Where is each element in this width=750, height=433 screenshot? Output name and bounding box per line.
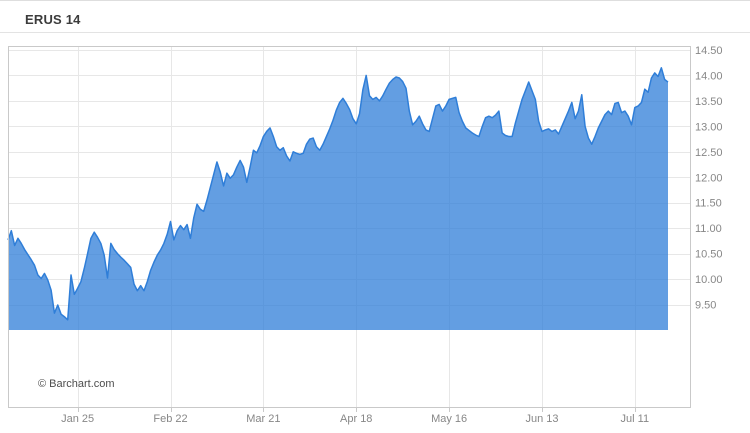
x-axis-label: Mar 21 bbox=[246, 413, 280, 425]
y-axis-label: 11.00 bbox=[695, 223, 722, 235]
price-line bbox=[7, 67, 669, 321]
header-divider bbox=[0, 32, 750, 33]
y-axis-label: 13.50 bbox=[695, 96, 723, 108]
chart-title: ERUS 14 bbox=[25, 12, 81, 27]
y-axis-label: 14.50 bbox=[695, 45, 723, 57]
y-axis-label: 13.00 bbox=[695, 121, 723, 133]
y-axis-label: 12.50 bbox=[695, 147, 723, 159]
x-axis-label: Jul 11 bbox=[621, 413, 650, 425]
y-axis-label: 9.50 bbox=[695, 300, 716, 312]
x-axis-ticks bbox=[78, 407, 636, 412]
x-axis-labels: Jan 25 Feb 22 Mar 21 Apr 18 May 16 Jun 13 Jul … bbox=[61, 413, 649, 425]
plot-border bbox=[8, 46, 691, 408]
x-axis-label: Jan 25 bbox=[61, 413, 94, 425]
y-axis-label: 11.50 bbox=[695, 198, 722, 210]
copyright-label: © Barchart.com bbox=[38, 378, 115, 390]
y-axis-label: 12.00 bbox=[695, 172, 723, 184]
x-axis-label: Feb 22 bbox=[153, 413, 187, 425]
x-axis-label: Jun 13 bbox=[525, 413, 558, 425]
area-fill bbox=[8, 67, 668, 330]
top-border bbox=[0, 0, 750, 1]
area-series bbox=[7, 67, 669, 330]
plot-area[interactable] bbox=[8, 46, 690, 407]
x-axis-label: Apr 18 bbox=[340, 413, 372, 425]
y-axis-labels: 14.50 14.00 13.50 13.00 12.50 12.00 11.50 11.00… bbox=[695, 45, 723, 312]
y-axis-label: 14.00 bbox=[695, 70, 723, 82]
y-axis-label: 10.50 bbox=[695, 249, 723, 261]
y-axis-label: 10.00 bbox=[695, 274, 723, 286]
x-axis-label: May 16 bbox=[431, 413, 467, 425]
